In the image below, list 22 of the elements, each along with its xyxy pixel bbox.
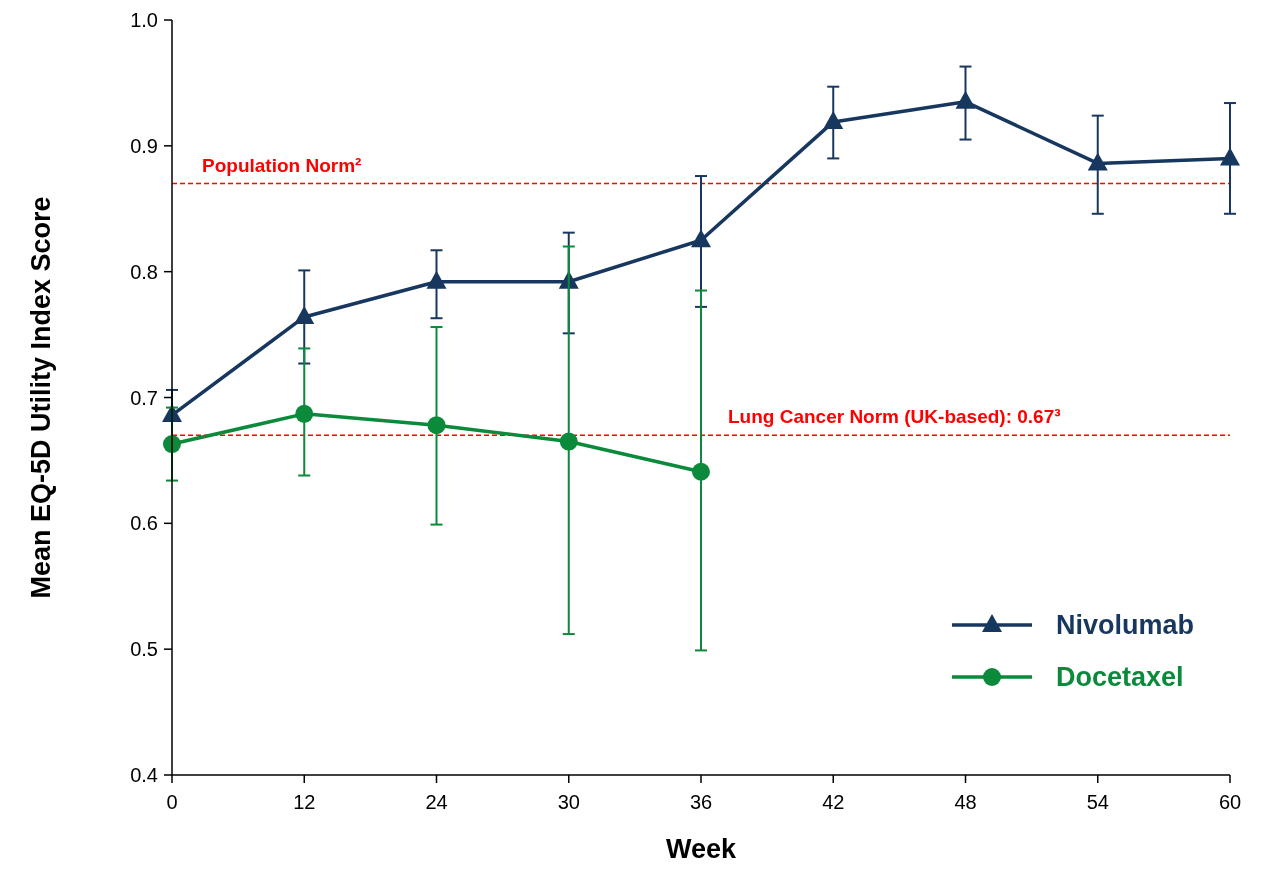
y-tick-label: 0.5 xyxy=(130,638,158,661)
x-tick-label: 42 xyxy=(822,791,845,813)
x-tick-label: 12 xyxy=(293,791,316,813)
x-tick-label: 48 xyxy=(954,791,977,813)
legend-label: Docetaxel xyxy=(1056,662,1184,693)
y-tick-label: 0.6 xyxy=(130,512,158,535)
ref-line-label: Population Norm² xyxy=(202,154,362,176)
x-tick-label: 36 xyxy=(689,791,713,813)
y-tick-label: 0.7 xyxy=(130,386,158,409)
x-tick-label: 0 xyxy=(166,791,178,813)
y-tick-label: 0.9 xyxy=(130,134,158,157)
y-tick-label: 0.4 xyxy=(130,764,158,786)
x-tick-label: 24 xyxy=(425,791,448,813)
x-tick-label: 30 xyxy=(557,791,580,813)
y-tick-label: 0.8 xyxy=(130,260,158,283)
ref-line-label: Lung Cancer Norm (UK-based): 0.67³ xyxy=(728,406,1061,428)
x-axis-title: Week xyxy=(665,834,737,864)
legend-label: Nivolumab xyxy=(1056,610,1195,641)
y-tick-label: 1.0 xyxy=(130,9,158,31)
x-tick-label: 54 xyxy=(1086,791,1109,813)
x-tick-label: 60 xyxy=(1218,791,1242,813)
y-axis-title: Mean EQ-5D Utility Index Score xyxy=(26,196,56,599)
